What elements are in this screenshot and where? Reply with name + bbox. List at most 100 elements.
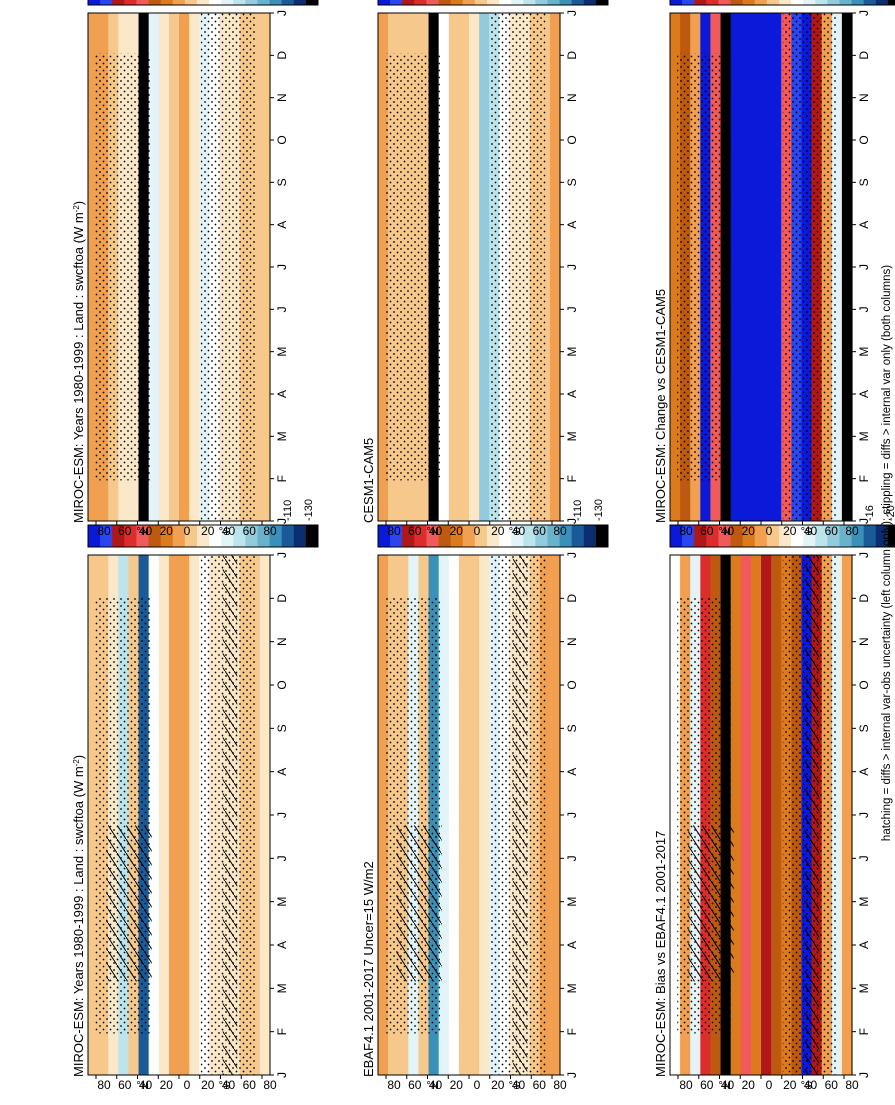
- colorbar-swatch: [694, 525, 707, 547]
- colorbar-swatch: [670, 0, 683, 5]
- lat-band: [458, 555, 470, 1075]
- chart-panel-6: MIROC-ESM: Change vs CESM1-CAM5 80 60 40 20 0…: [653, 0, 895, 538]
- month-tick-label: M: [857, 431, 871, 441]
- colorbar-swatch: [803, 525, 816, 547]
- lat-hemisphere-label-n: °N: [136, 1080, 148, 1092]
- month-tick-label: F: [565, 475, 579, 482]
- month-tick-label: M: [565, 431, 579, 441]
- lat-tick-label: 40: [222, 1078, 236, 1092]
- lat-band: [771, 13, 782, 521]
- lat-band: [479, 13, 490, 521]
- colorbar-swatch: [535, 0, 548, 5]
- colorbar-swatch: [245, 525, 258, 547]
- colorbar-swatch: [390, 0, 403, 5]
- colorbar-frame: [669, 0, 895, 6]
- lat-band: [841, 555, 853, 1075]
- colorbar-swatch: [863, 0, 877, 5]
- lat-hemisphere-label-s: °S: [801, 1080, 813, 1092]
- month-tick-label: O: [565, 680, 579, 689]
- month-tick-label: A: [275, 390, 289, 398]
- lat-band: [549, 13, 561, 521]
- lat-band: [179, 555, 190, 1075]
- colorbar-swatch: [766, 0, 780, 5]
- colorbar-label: -20: [885, 505, 895, 521]
- month-tick-label: F: [565, 1028, 579, 1035]
- lat-tick-label: 40: [139, 524, 153, 538]
- lat-tick-label: 80: [97, 1078, 111, 1092]
- lat-tick-label: 80: [263, 1078, 277, 1092]
- colorbar-swatch: [839, 525, 853, 547]
- colorbar-swatch: [100, 525, 113, 547]
- colorbar-swatch: [257, 525, 271, 547]
- colorbar-swatch: [571, 0, 585, 5]
- lat-tick-label: 20: [491, 524, 505, 538]
- month-tick-label: J: [565, 855, 579, 861]
- month-tick-label: J: [275, 812, 289, 818]
- colorbar-swatch: [791, 525, 804, 547]
- colorbar-swatch: [523, 0, 536, 5]
- colorbar-swatch: [378, 525, 391, 547]
- lat-tick-label: 0: [766, 524, 773, 538]
- colorbar-swatch: [100, 0, 113, 5]
- colorbar-swatch: [88, 525, 101, 547]
- colorbar-swatch: [450, 525, 464, 547]
- colorbar-swatch: [257, 0, 271, 5]
- colorbar-frame: [377, 0, 609, 6]
- colorbar-swatch: [511, 525, 524, 547]
- chart-title-superscript: -2: [72, 759, 81, 767]
- month-tick-label: J: [275, 518, 289, 524]
- month-tick-label: A: [565, 941, 579, 949]
- lat-tick-label: 80: [97, 524, 111, 538]
- lat-band: [438, 555, 450, 1075]
- month-tick-label: J: [857, 264, 871, 270]
- colorbar-swatch: [706, 0, 719, 5]
- colorbar-swatch: [305, 0, 319, 5]
- month-tick-label: J: [857, 812, 871, 818]
- colorbar-swatch: [778, 525, 792, 547]
- lat-tick-label: 80: [387, 1078, 401, 1092]
- lat-tick-label: 40: [804, 524, 818, 538]
- lat-tick-label: 60: [533, 1078, 547, 1092]
- colorbar-swatch: [595, 525, 609, 547]
- colorbar-label: -110: [572, 500, 584, 521]
- colorbar-frame: [669, 524, 895, 548]
- month-tick-label: A: [857, 768, 871, 776]
- lat-band: [841, 13, 853, 521]
- colorbar-swatch: [839, 0, 853, 5]
- lat-tick-label: 20: [742, 524, 756, 538]
- month-tick-label: N: [275, 637, 289, 646]
- lat-tick-label: 80: [553, 524, 567, 538]
- lat-band: [761, 555, 772, 1075]
- colorbar-swatch: [766, 525, 780, 547]
- colorbar-swatch: [172, 0, 186, 5]
- colorbar-swatch: [450, 0, 464, 5]
- chart-panel-1: MIROC-ESM: Years 1980-1999 : Land : swcf…: [71, 499, 319, 1092]
- colorbar-swatch: [571, 525, 585, 547]
- colorbar-swatch: [233, 0, 246, 5]
- colorbar-swatch: [742, 0, 756, 5]
- colorbar-swatch: [595, 0, 609, 5]
- lat-tick-label: 60: [533, 524, 547, 538]
- month-tick-label: J: [857, 10, 871, 16]
- lat-band: [740, 555, 752, 1075]
- colorbar-swatch: [88, 0, 101, 5]
- colorbar-swatch: [112, 0, 125, 5]
- lat-tick-label: 60: [408, 1078, 422, 1092]
- lat-tick-label: 20: [160, 524, 174, 538]
- lat-tick-label: 40: [429, 524, 443, 538]
- stippling-overlay: [200, 13, 256, 521]
- lat-band: [158, 13, 170, 521]
- lat-hemisphere-label-s: °S: [219, 526, 231, 538]
- colorbar: 70503010-10-30-50-70-90-110-130: [87, 0, 319, 6]
- month-tick-label: A: [565, 221, 579, 229]
- lat-tick-label: 0: [184, 1078, 191, 1092]
- colorbar-swatch: [184, 525, 198, 547]
- colorbar-swatch: [694, 0, 707, 5]
- lat-band: [189, 13, 200, 521]
- colorbar-swatch: [196, 525, 210, 547]
- month-tick-label: D: [565, 594, 579, 603]
- lat-band: [448, 13, 460, 521]
- lat-tick-label: 20: [450, 524, 464, 538]
- month-tick-label: D: [565, 51, 579, 60]
